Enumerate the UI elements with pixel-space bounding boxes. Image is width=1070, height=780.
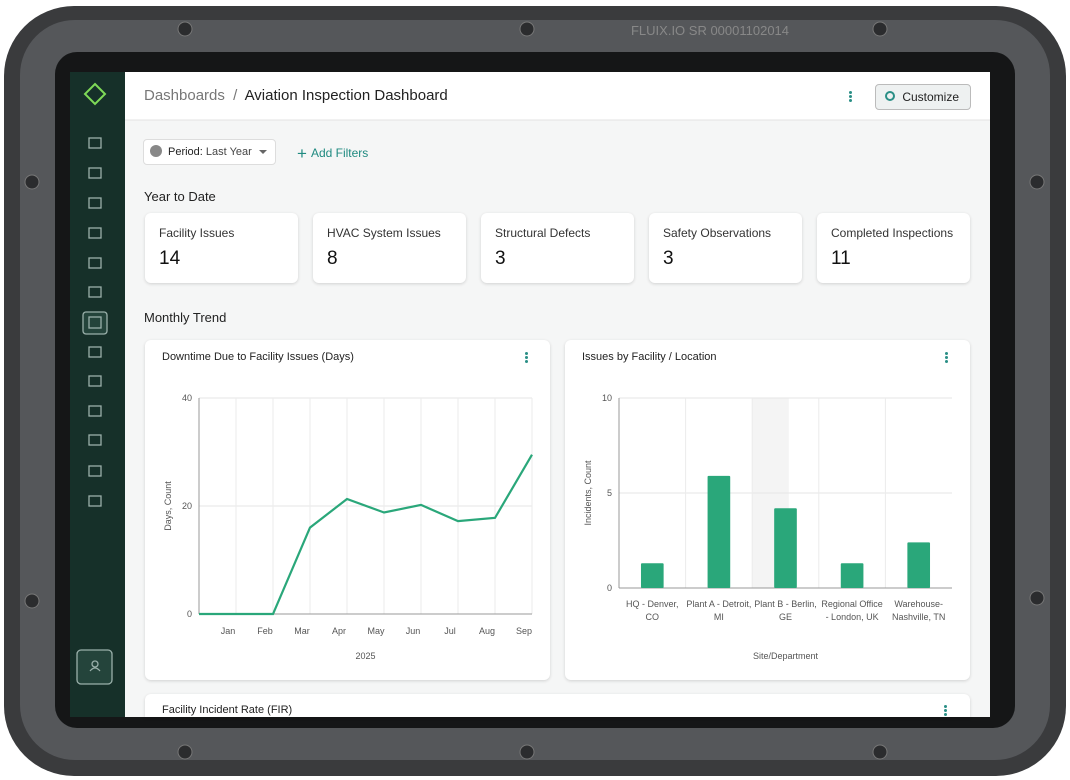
chart: 0 5 10 Site/Department Incidents, Count bbox=[583, 393, 952, 661]
breadcrumb-root[interactable]: Dashboards bbox=[144, 87, 225, 104]
button-label: Customize bbox=[902, 90, 959, 104]
kpi-label: Facility Issues bbox=[159, 226, 235, 240]
x-tick-label: Plant B - Berlin, GE bbox=[754, 599, 817, 622]
x-tick-label: Sep bbox=[516, 626, 532, 636]
x-tick-label: Plant A - Detroit, MI bbox=[686, 599, 752, 622]
kpi-value: 3 bbox=[663, 248, 674, 269]
y-tick-label: 40 bbox=[182, 393, 192, 403]
kpi-label: Safety Observations bbox=[663, 226, 772, 240]
y-tick-label: 20 bbox=[182, 501, 192, 511]
y-axis-label: Days, Count bbox=[163, 481, 173, 531]
line bbox=[199, 454, 533, 616]
menu-icon[interactable] bbox=[849, 91, 852, 94]
chart: 0 20 40 Jan Feb Mar Apr May Jun Jul Aug Sep 2025 Days… bbox=[163, 393, 533, 661]
section-title: Monthly Trend bbox=[144, 310, 227, 325]
bar bbox=[907, 542, 931, 588]
menu-icon[interactable] bbox=[525, 352, 528, 355]
y-axis-label: Incidents, Count bbox=[583, 460, 593, 526]
y-tick-label: 10 bbox=[602, 393, 612, 403]
x-tick-label: Mar bbox=[294, 626, 310, 636]
kpi-card: Safety Observations 3 bbox=[649, 213, 802, 283]
chart-card: Facility Incident Rate (FIR) bbox=[145, 694, 970, 717]
bar bbox=[707, 475, 731, 588]
breadcrumb: Dashboards / Aviation Inspection Dashboa… bbox=[144, 87, 448, 104]
x-axis-label: 2025 bbox=[355, 651, 375, 661]
menu-icon[interactable] bbox=[945, 352, 948, 355]
x-tick-label: Regional Office - London, UK bbox=[821, 599, 883, 622]
x-tick-label: May bbox=[367, 626, 385, 636]
x-tick-label: Jan bbox=[221, 626, 236, 636]
period-filter[interactable]: Period: Last Year bbox=[143, 139, 276, 165]
period-value: Last Year bbox=[205, 146, 252, 158]
x-tick-label: Apr bbox=[332, 626, 346, 636]
card-title: Facility Incident Rate (FIR) bbox=[162, 704, 293, 716]
kpi-card: Structural Defects 3 bbox=[481, 213, 634, 283]
menu-icon[interactable] bbox=[944, 705, 947, 708]
kpi-label: Structural Defects bbox=[495, 226, 591, 240]
kpi-label: HVAC System Issues bbox=[327, 226, 441, 240]
separator: / bbox=[233, 87, 238, 104]
period-label: Period: bbox=[168, 146, 203, 158]
kpi-value: 14 bbox=[159, 248, 181, 269]
chart-title: Downtime Due to Facility Issues (Days) bbox=[162, 351, 354, 363]
kpi-value: 11 bbox=[831, 248, 851, 269]
bar bbox=[640, 563, 664, 588]
page-title: Aviation Inspection Dashboard bbox=[244, 87, 448, 104]
y-tick-label: 0 bbox=[607, 583, 612, 593]
y-tick-label: 0 bbox=[187, 609, 192, 619]
x-tick-label: Jul bbox=[444, 626, 456, 636]
kpi-card: Facility Issues 14 bbox=[145, 213, 298, 283]
x-tick-label: Aug bbox=[479, 626, 495, 636]
kpi-card: Completed Inspections 11 bbox=[817, 213, 970, 283]
add-filters-label: Add Filters bbox=[310, 146, 369, 160]
x-tick-label: Jun bbox=[406, 626, 421, 636]
customize-button[interactable]: Customize bbox=[875, 84, 971, 110]
kpi-card: HVAC System Issues 8 bbox=[313, 213, 466, 283]
bar bbox=[840, 563, 864, 588]
serial: FLUIX.IO SR 00001102014 bbox=[631, 23, 789, 38]
section-title: Year to Date bbox=[144, 189, 216, 204]
x-tick-label: Warehouse-Nashville, TN bbox=[892, 599, 946, 622]
kpi-value: 3 bbox=[495, 248, 506, 269]
x-tick-label: HQ - Denver, CO bbox=[626, 599, 679, 622]
kpi-value: 8 bbox=[327, 248, 338, 269]
add-filters[interactable]: + Add Filters bbox=[297, 144, 369, 163]
chart-card: Downtime Due to Facility Issues (Days) 0 2… bbox=[145, 340, 550, 680]
chart-card: Issues by Facility / Location 0 5 10 Site/De… bbox=[565, 340, 970, 680]
bar bbox=[774, 508, 797, 588]
y-tick-label: 5 bbox=[607, 488, 612, 498]
kpi-label: Completed Inspections bbox=[831, 226, 954, 240]
chart-title: Issues by Facility / Location bbox=[582, 351, 717, 363]
x-axis-label: Site/Department bbox=[753, 651, 819, 661]
x-tick-label: Feb bbox=[257, 626, 273, 636]
